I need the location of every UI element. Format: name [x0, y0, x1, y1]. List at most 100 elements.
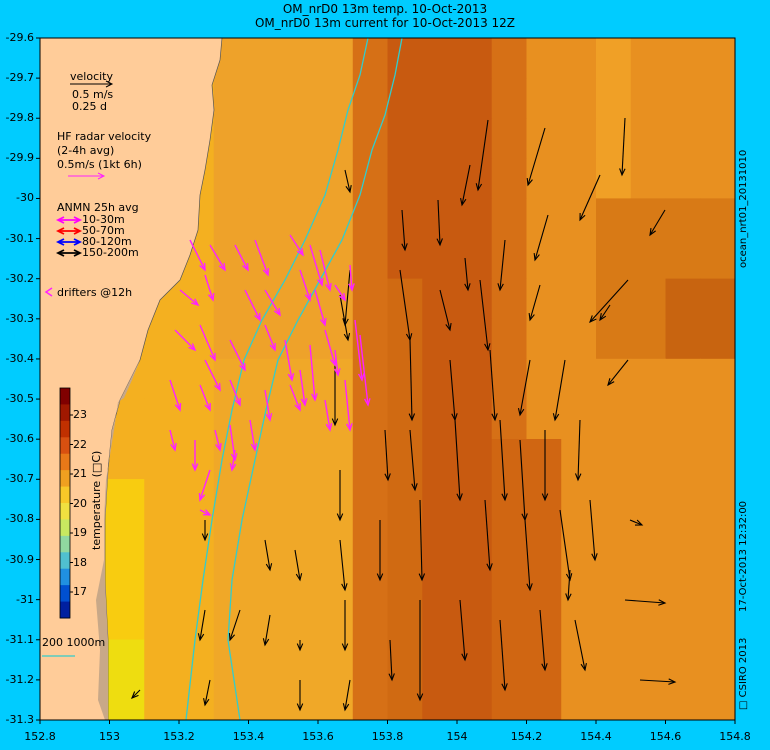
current-arrow: [541, 430, 549, 502]
current-arrow: [204, 274, 215, 302]
current-arrow: [454, 419, 463, 502]
current-arrow: [324, 399, 333, 432]
current-arrow: [229, 379, 241, 407]
current-arrow: [299, 369, 308, 407]
current-arrow: [309, 344, 318, 402]
current-arrow: [296, 640, 304, 652]
current-arrow: [309, 244, 324, 287]
current-arrow: [199, 509, 212, 516]
x-tick-label: 153.6: [302, 730, 334, 743]
x-tick-label: 154.2: [510, 730, 543, 743]
current-arrow: [264, 539, 273, 572]
current-arrow: [619, 117, 626, 177]
current-arrow: [499, 419, 508, 502]
current-arrow: [416, 600, 424, 702]
colorbar-tick: 19: [73, 526, 87, 539]
current-arrow: [341, 600, 349, 652]
current-arrow: [229, 339, 246, 372]
current-arrow: [408, 339, 416, 422]
x-tick-label: 153.4: [232, 730, 265, 743]
colorbar-label: temperature (□C): [90, 450, 103, 550]
current-arrow: [294, 549, 303, 582]
current-arrow: [189, 239, 206, 272]
anmn-item-label: 10-30m: [82, 213, 125, 226]
current-arrow: [169, 429, 177, 452]
current-arrow: [296, 680, 304, 712]
y-tick-label: -30.9: [5, 552, 34, 566]
current-arrow: [289, 234, 304, 257]
x-axis-ticks: [39, 720, 736, 724]
current-arrow: [479, 279, 491, 352]
current-arrow: [199, 324, 216, 362]
colorbar-tick: 23: [73, 408, 87, 421]
colorbar-tick: 22: [73, 437, 87, 451]
current-arrow: [359, 334, 371, 407]
current-arrow: [289, 384, 301, 412]
current-arrow: [339, 539, 348, 592]
current-arrow: [460, 164, 471, 207]
current-arrow: [574, 419, 582, 482]
current-arrow: [484, 499, 493, 572]
title-line-1: OM_nrD0 13m temp. 10-Oct-2013: [282, 2, 488, 16]
current-arrow: [262, 614, 271, 647]
y-tick-label: -31.1: [5, 632, 34, 646]
x-tick-label: 154: [446, 730, 468, 743]
y-tick-label: -30.4: [5, 351, 34, 365]
y-axis-ticks: [36, 37, 40, 721]
current-arrow: [169, 379, 182, 412]
current-arrow: [203, 679, 211, 707]
current-arrow: [344, 379, 353, 432]
credit-text: □ CSIRO 2013: [738, 637, 749, 710]
current-arrow: [574, 619, 587, 672]
current-arrow: [331, 365, 339, 427]
x-tick-label: 152.8: [24, 730, 56, 743]
current-arrow: [517, 359, 531, 417]
current-arrow: [131, 689, 141, 699]
y-tick-label: -31: [16, 592, 34, 606]
current-arrow: [589, 279, 629, 324]
current-arrow: [497, 239, 506, 292]
y-tick-label: -29.7: [5, 71, 34, 85]
current-arrow: [388, 639, 395, 682]
y-tick-label: -31.3: [5, 713, 34, 726]
current-arrow: [249, 419, 258, 452]
colorbar-tick: 17: [73, 585, 87, 598]
y-tick-label: -29.9: [5, 151, 34, 165]
render-timestamp: 17-Oct-2013 12:32:00: [738, 500, 749, 612]
x-tick-label: 154.4: [580, 730, 612, 743]
current-arrow: [342, 679, 351, 712]
current-arrow: [214, 429, 222, 452]
current-arrow: [528, 284, 541, 322]
current-arrow: [439, 289, 452, 332]
current-arrow: [314, 289, 327, 327]
y-tick-label: -29.8: [5, 111, 34, 125]
current-arrow: [344, 169, 352, 194]
current-arrow: [334, 284, 346, 302]
current-arrow: [524, 519, 533, 592]
current-arrow: [339, 294, 351, 342]
current-arrow: [579, 174, 601, 222]
y-tick-label: -30.8: [5, 512, 34, 526]
x-tick-label: 153.8: [371, 730, 404, 743]
velocity-scale-text: 0.5 m/s: [72, 88, 114, 101]
current-arrow: [264, 289, 281, 317]
velocity-arrowhead: [105, 80, 114, 88]
anmn-item-label: 50-70m: [82, 224, 125, 237]
isobath-200m: [185, 37, 369, 721]
current-arrow: [489, 349, 498, 422]
current-arrows: [131, 117, 677, 712]
current-arrow: [552, 359, 566, 422]
current-arrow: [209, 244, 226, 272]
x-tick-label: 153.2: [163, 730, 195, 743]
current-arrow: [624, 599, 667, 606]
model-run-id: ocean_nrt01_20131010: [738, 149, 749, 268]
isobath-legend-label: 200 1000m: [42, 636, 106, 649]
x-tick-label: 154.8: [719, 730, 751, 743]
current-arrow: [336, 470, 344, 522]
current-arrow: [228, 609, 241, 642]
anmn-item-label: 80-120m: [82, 235, 132, 248]
colorbar-tick: 20: [73, 496, 87, 510]
current-arrow: [589, 499, 598, 562]
current-arrow: [284, 339, 295, 382]
